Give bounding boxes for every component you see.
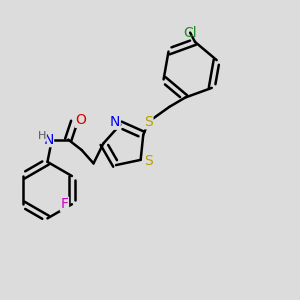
- Text: N: N: [110, 115, 120, 129]
- Text: Cl: Cl: [183, 26, 197, 40]
- Text: F: F: [61, 197, 68, 211]
- Text: N: N: [43, 133, 53, 147]
- Text: S: S: [144, 115, 153, 129]
- Text: O: O: [75, 113, 86, 127]
- Text: S: S: [144, 154, 152, 168]
- Text: H: H: [38, 131, 46, 141]
